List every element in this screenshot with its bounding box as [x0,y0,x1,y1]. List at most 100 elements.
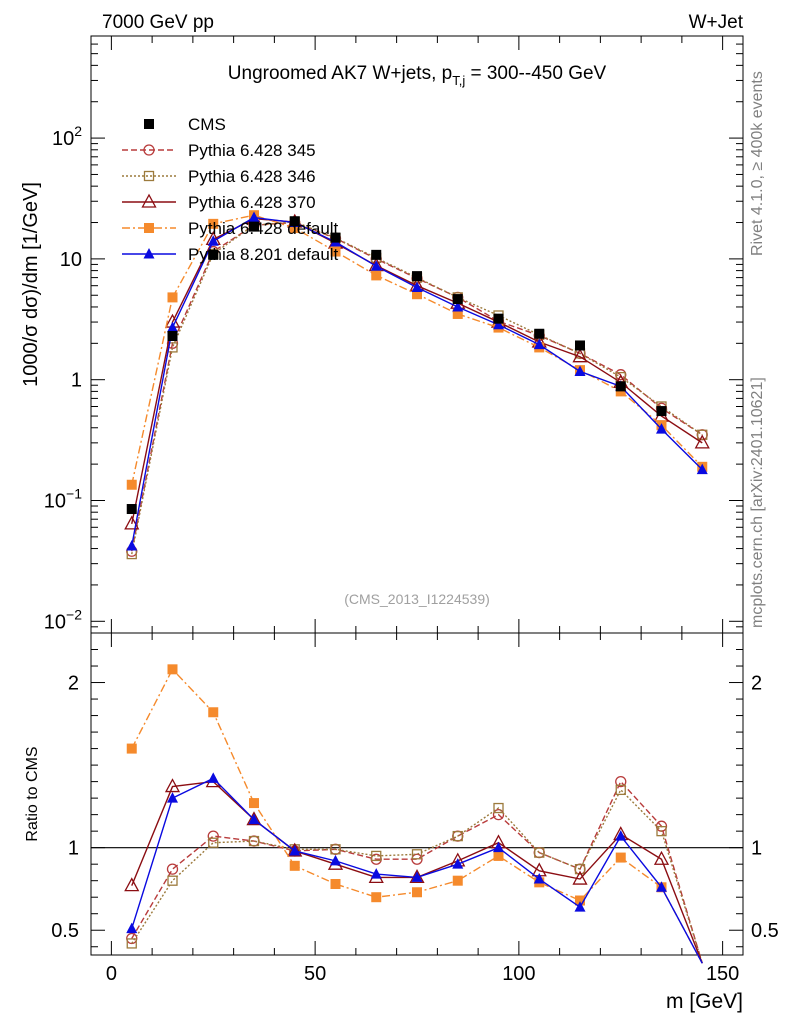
mc-point [167,321,178,333]
ratio-point [452,875,463,886]
y-tick-label: 10 [60,249,82,271]
mc-point [694,434,710,449]
data-point [656,406,667,417]
legend-label: Pythia 8.201 default [188,245,339,264]
mc-point [124,515,140,530]
mc-point [452,300,464,312]
data-point [249,221,259,232]
legend-label: CMS [188,115,226,134]
ratio-series-pythia-6-428-370 [124,773,703,964]
ratio-point [615,852,626,863]
ratio-point [330,854,341,866]
y-tick-label: 0.5 [51,920,79,942]
ratio-point [208,707,219,718]
data-point [167,330,178,341]
y-tick-label: 1 [68,838,79,860]
data-point [615,381,626,392]
ratio-point [615,775,627,788]
data-point [126,504,137,515]
ratio-point [493,850,504,861]
legend-label: Pythia 6.428 345 [188,141,316,160]
ratio-point [411,871,423,882]
ratio-point [574,863,586,875]
mc-point [207,235,219,246]
y-tick-label: 1 [71,370,82,392]
data-point [534,328,545,339]
mc-point [411,281,423,292]
mc-point [696,463,708,475]
ratio-point [207,830,219,842]
ratio-point [126,922,138,934]
ratio-line [131,788,703,964]
legend-label: Pythia 6.428 370 [188,193,316,212]
ratio-point [371,850,382,862]
mc-point [370,260,382,271]
ratio-point [492,808,505,821]
y-tick-label: 10−1 [44,485,82,512]
y-tick-label-right: 1 [751,838,762,860]
data-point [330,232,341,243]
data-point [208,249,219,260]
ratio-point [615,830,627,841]
mc-point [493,318,504,330]
ratio-point [167,875,178,886]
ratio-point [330,844,341,855]
ratio-point [126,938,137,949]
ratio-point [246,811,262,826]
ratio-point [330,878,341,889]
legend-marker [143,248,155,259]
ratio-point [533,873,545,884]
ratio-point [289,844,301,856]
rivet-label: Rivet 4.1.0, ≥ 400k events [749,71,766,256]
mc-point [412,289,422,300]
mc-point [371,270,382,281]
y-tick-label: 102 [52,123,82,150]
ratio-point [575,895,585,906]
header-right: W+Jet [689,12,744,33]
ratio-point [615,784,626,796]
ratio-point [656,881,667,892]
ratio-point [167,664,178,675]
ratio-point [167,792,178,803]
ratio-point [574,901,586,912]
legend-item: Pythia 6.428 346 [122,167,316,186]
mc-point [697,429,708,440]
mcplots-label: mcplots.cern.ch [arXiv:2401.10621] [749,377,766,628]
y-tick-label-right: 0.5 [751,920,779,942]
legend-marker [144,119,154,129]
ratio-point [248,813,260,825]
ratio-point [493,841,504,853]
mc-point [167,292,178,303]
header-left: 7000 GeV pp [102,12,214,33]
ratio-frame [90,632,744,956]
ratio-point [656,826,667,837]
data-point [289,216,300,227]
ratio-point [370,868,382,879]
ratio-point [493,802,504,814]
series-pythia-8-201-default [126,211,708,551]
y-tick-label: 2 [68,673,79,695]
ratio-series-pythia-6-428-345 [126,775,703,964]
data-point [452,294,463,305]
legend: CMS Pythia 6.428 345 Pythia 6.428 346 Pythi… [122,115,339,264]
ratio-point [572,870,588,885]
data-point [575,340,585,351]
ratio-point [371,892,382,903]
legend-item: Pythia 6.428 default [122,219,339,238]
ratio-point [534,847,545,858]
ratio-point [124,877,140,892]
legend-item: Pythia 6.428 370 [122,193,316,212]
ratio-point [248,835,260,847]
legend-marker [144,223,154,233]
ratio-point [164,778,181,793]
mc-point [615,386,626,397]
ratio-point [208,837,219,848]
mc-point [574,365,586,376]
y-tick-label-right: 2 [751,673,762,695]
ratio-series-pythia-8-201-default [126,772,703,964]
x-tick-label: 50 [304,963,326,985]
data-point [493,313,504,324]
ratio-point [452,830,463,842]
mc-point [330,246,341,257]
